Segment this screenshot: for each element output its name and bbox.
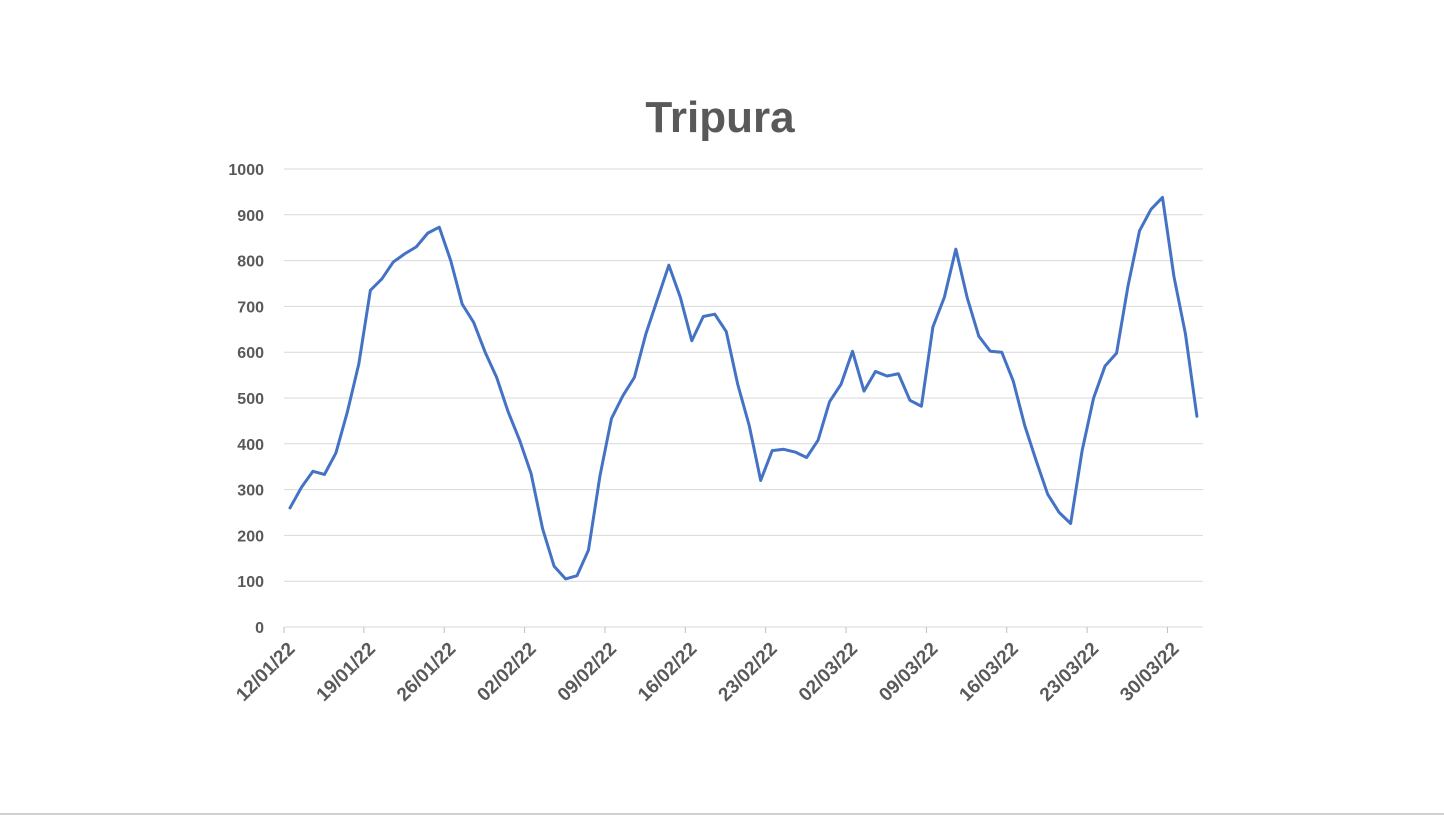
gridlines: [284, 168, 1203, 582]
y-tick-label: 500: [237, 391, 264, 408]
x-tick-label: 09/02/22: [554, 639, 621, 706]
x-tick-label: 19/01/22: [313, 639, 380, 706]
x-axis: [283, 626, 1203, 633]
y-tick-label: 0: [255, 620, 264, 637]
x-tick-label: 09/03/22: [875, 639, 942, 706]
y-tick-label: 200: [237, 528, 264, 545]
y-tick-label: 1000: [228, 162, 264, 179]
x-tick-label: 16/02/22: [634, 639, 701, 706]
y-tick-label: 600: [237, 345, 264, 362]
x-tick-label: 16/03/22: [956, 639, 1023, 706]
x-tick-label: 12/01/22: [232, 639, 299, 706]
y-tick-label: 800: [237, 254, 264, 271]
y-tick-label: 900: [237, 208, 264, 225]
series-layer: [288, 195, 1199, 581]
x-tick-label: 23/02/22: [715, 639, 782, 706]
chart-title: Tripura: [645, 93, 795, 142]
x-tick-label: 02/02/22: [473, 639, 540, 706]
series-line: [288, 195, 1199, 581]
bottom-divider: [0, 813, 1444, 815]
y-tick-label: 400: [237, 437, 264, 454]
y-tick-label: 100: [237, 574, 264, 591]
x-tick-label: 26/01/22: [393, 639, 460, 706]
y-axis-tick-labels: 0 100 200 300 400 500 600 700 800 900 1000: [228, 162, 264, 637]
y-tick-label: 300: [237, 483, 264, 500]
x-tick-label: 30/03/22: [1116, 639, 1183, 706]
x-tick-label: 23/03/22: [1036, 639, 1103, 706]
x-axis-tick-labels: 12/01/22 19/01/22 26/01/22 02/02/22 09/02/22…: [232, 639, 1183, 706]
x-tick-label: 02/03/22: [795, 639, 862, 706]
y-tick-label: 700: [237, 299, 264, 316]
